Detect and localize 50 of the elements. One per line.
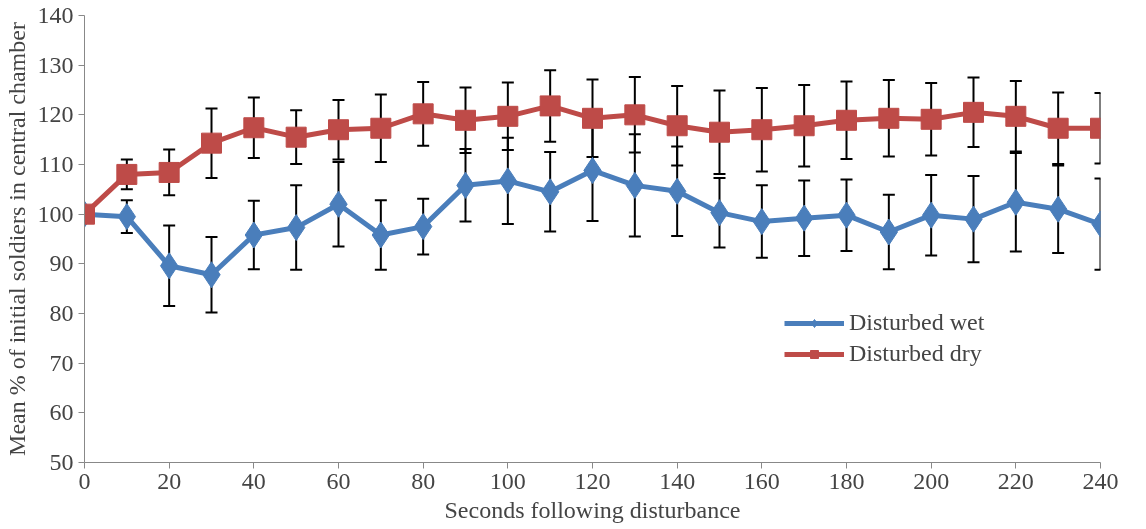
legend-label: Disturbed wet [849, 309, 985, 336]
point [243, 117, 265, 139]
point [963, 101, 984, 123]
point [666, 115, 688, 137]
point [1047, 117, 1069, 139]
y-tick-label: 120 [37, 101, 74, 128]
point [793, 115, 815, 137]
x-tick-label: 0 [78, 467, 91, 494]
y-axis-title: Mean % of initial soldiers in central chamber [3, 22, 30, 456]
point [836, 109, 857, 131]
y-tick-label: 90 [49, 250, 74, 277]
point [201, 132, 222, 154]
legend-label: Disturbed dry [849, 340, 982, 367]
point [328, 119, 349, 141]
point [1005, 105, 1027, 127]
y-tick-label: 80 [49, 300, 74, 326]
x-tick-label: 120 [574, 467, 611, 494]
y-tick-label: 50 [49, 449, 74, 475]
y-tick-label: 60 [49, 399, 74, 426]
point [412, 103, 434, 125]
point [751, 119, 773, 141]
x-tick-label: 140 [659, 467, 696, 494]
x-tick-label: 240 [1082, 467, 1119, 494]
point [158, 161, 180, 183]
y-tick-label: 110 [38, 151, 74, 177]
point [116, 163, 138, 185]
x-tick-label: 160 [743, 467, 780, 494]
x-tick-label: 60 [326, 467, 351, 494]
y-tick-label: 100 [37, 200, 74, 227]
point [539, 95, 561, 117]
x-tick-label: 200 [913, 467, 950, 494]
point [624, 104, 646, 126]
point [920, 108, 942, 130]
x-tick-label: 80 [411, 467, 436, 494]
point [285, 126, 307, 148]
y-tick-label: 130 [37, 51, 74, 78]
x-tick-label: 180 [828, 467, 865, 494]
y-tick-label: 140 [37, 2, 74, 28]
point [455, 109, 476, 131]
x-tick-label: 100 [489, 467, 526, 494]
y-tick-label: 70 [49, 349, 74, 376]
x-tick-label: 40 [241, 467, 266, 494]
x-axis-title: Seconds following disturbance [444, 496, 741, 523]
point [370, 117, 392, 139]
x-tick-label: 220 [997, 467, 1034, 494]
x-tick-label: 20 [157, 467, 182, 494]
point [878, 107, 900, 129]
point [709, 121, 730, 143]
point [497, 105, 519, 127]
point [582, 107, 603, 129]
